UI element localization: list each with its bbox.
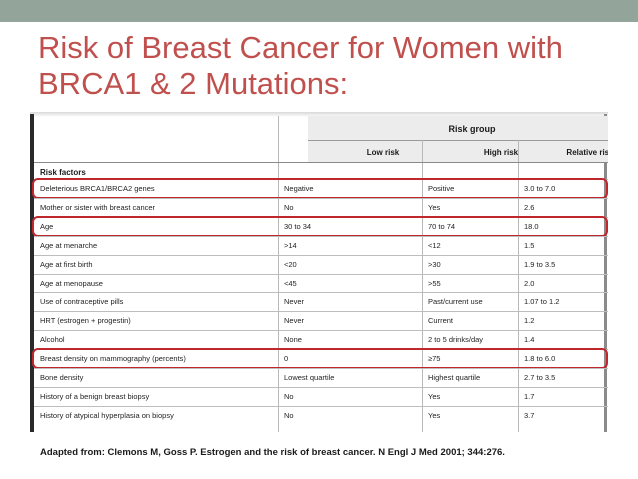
slide-title: Risk of Breast Cancer for Women with BRC… xyxy=(38,30,628,102)
risk-factor-cell: Mother or sister with breast cancer xyxy=(40,202,156,212)
risk-factor-cell: Bone density xyxy=(40,373,84,382)
table-row: Age 30 to 34 70 to 74 18.0 xyxy=(34,218,608,236)
high-risk-cell: 70 to 74 xyxy=(428,221,456,231)
low-risk-cell: No xyxy=(284,410,294,420)
high-risk-cell: Yes xyxy=(428,202,441,212)
table-row: History of atypical hyperplasia on biops… xyxy=(34,407,608,425)
row-divider xyxy=(34,197,608,199)
slide-top-bar xyxy=(0,0,638,22)
table-right-edge xyxy=(604,114,607,432)
high-risk-cell: Yes xyxy=(428,391,441,401)
risk-factor-cell: Age at first birth xyxy=(40,259,93,269)
risk-factor-cell: History of a benign breast biopsy xyxy=(40,391,150,401)
highlight-box xyxy=(32,178,608,199)
high-risk-cell: >30 xyxy=(428,259,441,269)
relative-risk-cell: 2.0 xyxy=(524,278,535,288)
column-header-relative-risk: Relative risk xyxy=(566,148,608,157)
low-risk-cell: No xyxy=(284,202,294,212)
risk-table: Risk group Low risk High risk Relative r… xyxy=(30,116,608,432)
table-row: Age at first birth <20 >30 1.9 to 3.5 xyxy=(34,256,608,274)
high-risk-cell: Current xyxy=(428,316,454,326)
column-divider xyxy=(518,140,519,432)
relative-risk-cell: 3.0 to 7.0 xyxy=(524,184,556,193)
relative-risk-cell: 1.4 xyxy=(524,335,535,345)
table-row: Age at menarche >14 <12 1.5 xyxy=(34,237,608,255)
relative-risk-cell: 3.7 xyxy=(524,410,535,420)
title-line-1: Risk of Breast Cancer for Women with xyxy=(38,30,563,65)
citation: Adapted from: Clemons M, Goss P. Estroge… xyxy=(40,447,505,458)
header-rule xyxy=(34,162,608,163)
low-risk-cell: Never xyxy=(284,316,305,326)
risk-factor-cell: Use of contraceptive pills xyxy=(40,297,124,307)
risk-factor-cell: Breast density on mammography (percents) xyxy=(40,354,186,364)
relative-risk-cell: 2.7 to 3.5 xyxy=(524,373,556,382)
high-risk-cell: 2 to 5 drinks/day xyxy=(428,335,484,345)
high-risk-cell: Past/current use xyxy=(428,297,483,307)
row-divider xyxy=(34,405,608,407)
low-risk-cell: None xyxy=(284,335,302,345)
risk-factor-cell: Alcohol xyxy=(40,335,65,345)
table-left-edge xyxy=(30,114,34,432)
table-row: Age at menopause <45 >55 2.0 xyxy=(34,275,608,293)
relative-risk-cell: 1.7 xyxy=(524,391,535,401)
table-row: Use of contraceptive pills Never Past/curr… xyxy=(34,293,608,311)
high-risk-cell: <12 xyxy=(428,240,441,250)
relative-risk-cell: 1.9 to 3.5 xyxy=(524,259,556,269)
high-risk-cell: Highest quartile xyxy=(428,373,481,382)
row-divider xyxy=(34,330,608,332)
low-risk-cell: >14 xyxy=(284,240,297,250)
highlight-box xyxy=(32,215,608,237)
low-risk-cell: Negative xyxy=(284,184,314,193)
table-row: Alcohol None 2 to 5 drinks/day 1.4 xyxy=(34,331,608,349)
table-top-edge xyxy=(30,112,608,117)
low-risk-cell: Never xyxy=(284,297,305,307)
low-risk-cell: <45 xyxy=(284,278,297,288)
low-risk-cell: Lowest quartile xyxy=(284,373,335,382)
table-row: Mother or sister with breast cancer No Yes… xyxy=(34,199,608,217)
row-divider xyxy=(34,292,608,294)
risk-factors-label: Risk factors xyxy=(40,168,86,177)
table-row: History of a benign breast biopsy No Yes 1.… xyxy=(34,388,608,406)
row-divider xyxy=(34,273,608,275)
risk-factor-cell: History of atypical hyperplasia on biops… xyxy=(40,410,174,420)
table-row: Deleterious BRCA1/BRCA2 genes Negative Pos… xyxy=(34,180,608,198)
high-risk-cell: >55 xyxy=(428,278,441,288)
high-risk-cell: ≥75 xyxy=(428,354,441,364)
low-risk-cell: <20 xyxy=(284,259,297,269)
row-divider xyxy=(34,311,608,313)
row-divider xyxy=(34,368,608,369)
relative-risk-cell: 1.07 to 1.2 xyxy=(524,297,560,307)
row-divider xyxy=(34,254,608,256)
relative-risk-cell: 2.6 xyxy=(524,202,535,212)
risk-factor-cell: Deleterious BRCA1/BRCA2 genes xyxy=(40,184,155,193)
relative-risk-cell: 18.0 xyxy=(524,221,539,231)
highlight-box xyxy=(32,348,608,370)
risk-factor-cell: Age xyxy=(40,221,54,231)
relative-risk-cell: 1.8 to 6.0 xyxy=(524,354,556,364)
table-row: Breast density on mammography (percents)… xyxy=(34,350,608,368)
table-row: HRT (estrogen + progestin) Never Current 1.… xyxy=(34,312,608,330)
table-row: Bone density Lowest quartile Highest quart… xyxy=(34,369,608,387)
low-risk-cell: 30 to 34 xyxy=(284,221,312,231)
row-divider xyxy=(34,235,608,237)
risk-factor-cell: HRT (estrogen + progestin) xyxy=(40,316,131,326)
column-header-high-risk: High risk xyxy=(483,148,519,157)
table-header-background xyxy=(308,116,608,162)
column-divider xyxy=(422,140,423,432)
risk-group-header: Risk group xyxy=(448,124,496,134)
relative-risk-cell: 1.5 xyxy=(524,240,535,250)
low-risk-cell: No xyxy=(284,391,294,401)
row-divider xyxy=(34,386,608,388)
high-risk-cell: Positive xyxy=(428,184,455,193)
risk-factor-cell: Age at menopause xyxy=(40,278,103,288)
low-risk-cell: 0 xyxy=(284,354,289,364)
title-line-2: BRCA1 & 2 Mutations: xyxy=(38,66,349,101)
risk-factor-cell: Age at menarche xyxy=(40,240,98,250)
risk-group-rule xyxy=(308,140,608,141)
high-risk-cell: Yes xyxy=(428,410,441,420)
column-header-low-risk: Low risk xyxy=(366,148,400,157)
relative-risk-cell: 1.2 xyxy=(524,316,535,326)
